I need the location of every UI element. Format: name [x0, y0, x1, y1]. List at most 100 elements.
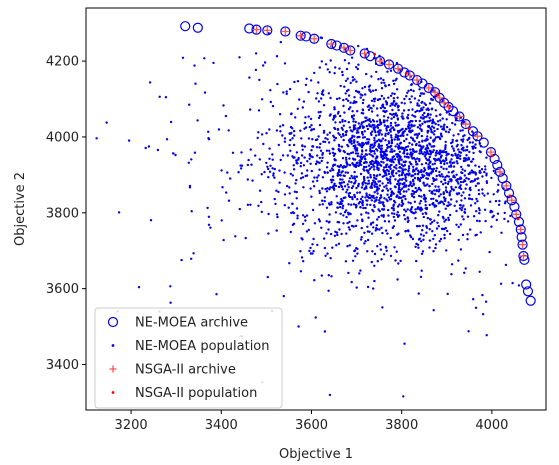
ne-moea-population-point — [289, 149, 292, 152]
ne-moea-population-point — [367, 108, 371, 112]
ne-moea-population-point — [377, 133, 381, 136]
ne-moea-population-point — [483, 208, 487, 211]
ne-moea-population-point — [279, 125, 282, 128]
ne-moea-population-point — [433, 193, 437, 196]
ne-moea-population-point — [434, 243, 438, 246]
ne-moea-population-point — [443, 162, 446, 166]
ne-moea-population-point — [457, 156, 460, 159]
ne-moea-population-point — [452, 170, 455, 173]
ne-moea-population-point — [464, 267, 467, 270]
ne-moea-archive-point — [447, 106, 459, 117]
ne-moea-population-point — [414, 245, 417, 248]
ne-moea-population-point — [376, 245, 379, 248]
ne-moea-population-point — [293, 134, 296, 137]
ne-moea-population-point — [369, 175, 372, 179]
ne-moea-population-point — [395, 164, 398, 167]
ne-moea-population-point — [326, 68, 329, 71]
ne-moea-population-point — [350, 280, 353, 284]
ne-moea-population-point — [338, 121, 342, 124]
ne-moea-population-point — [374, 159, 378, 163]
ne-moea-population-point — [396, 233, 399, 236]
ne-moea-population-point — [329, 232, 333, 236]
ne-moea-population-point — [477, 189, 480, 192]
ne-moea-population-point — [317, 174, 320, 177]
ne-moea-population-point — [257, 131, 260, 134]
ne-moea-population-point — [320, 60, 323, 63]
ne-moea-population-point — [193, 64, 196, 67]
ne-moea-population-point — [438, 188, 441, 191]
ne-moea-population-point — [435, 114, 438, 118]
ne-moea-population-point — [358, 200, 362, 204]
ne-moea-population-point — [332, 116, 336, 120]
ne-moea-population-point — [127, 139, 131, 142]
ne-moea-population-point — [406, 153, 409, 156]
ne-moea-population-point — [425, 171, 428, 175]
nsga-ii-archive-point — [517, 225, 525, 233]
ne-moea-population-point — [247, 158, 250, 162]
nsga-ii-archive-point — [440, 99, 448, 107]
ne-moea-population-point — [376, 192, 379, 195]
ne-moea-population-point — [404, 229, 407, 233]
ne-moea-population-point — [420, 240, 423, 243]
ne-moea-population-point — [503, 217, 506, 221]
ne-moea-population-point — [424, 200, 427, 203]
ne-moea-population-point — [440, 150, 444, 154]
ne-moea-population-point — [383, 197, 386, 200]
ne-moea-population-point — [396, 134, 399, 138]
ne-moea-population-point — [457, 182, 460, 185]
ne-moea-population-point — [347, 107, 351, 111]
ne-moea-population-point — [426, 107, 430, 110]
ne-moea-population-point — [301, 176, 305, 179]
ne-moea-population-point — [329, 178, 333, 182]
nsga-ii-archive-point — [436, 94, 444, 102]
ne-moea-population-point — [351, 110, 354, 113]
ne-moea-population-point — [337, 143, 341, 147]
ne-moea-population-point — [434, 159, 437, 162]
ne-moea-population-point — [350, 196, 354, 199]
ne-moea-population-point — [326, 133, 329, 136]
ne-moea-population-point — [468, 150, 471, 154]
ne-moea-population-point — [350, 174, 353, 178]
ne-moea-population-point — [320, 226, 323, 229]
ne-moea-population-point — [375, 196, 378, 199]
ne-moea-population-point — [282, 91, 285, 94]
ne-moea-population-point — [281, 124, 285, 127]
ne-moea-population-point — [461, 206, 464, 209]
nsga-ii-population-point — [436, 93, 440, 97]
ne-moea-population-point — [462, 204, 465, 207]
ne-moea-population-point — [345, 67, 349, 71]
ne-moea-population-point — [469, 204, 473, 207]
ne-moea-population-point — [414, 110, 417, 114]
ne-moea-population-point — [395, 213, 399, 216]
ne-moea-population-point — [445, 167, 448, 171]
x-tick-label: 3800 — [385, 418, 418, 433]
ne-moea-population-point — [406, 133, 409, 136]
ne-moea-population-point — [463, 210, 466, 214]
ne-moea-population-point — [288, 186, 291, 189]
ne-moea-population-point — [449, 203, 452, 206]
ne-moea-population-point — [348, 244, 351, 247]
ne-moea-population-point — [382, 161, 385, 164]
ne-moea-population-point — [476, 177, 480, 180]
ne-moea-population-point — [391, 102, 394, 105]
ne-moea-population-point — [303, 156, 306, 159]
ne-moea-population-point — [420, 252, 424, 255]
ne-moea-population-point — [366, 182, 369, 185]
ne-moea-population-point — [474, 306, 478, 309]
ne-moea-population-point — [338, 114, 342, 118]
ne-moea-population-point — [423, 151, 426, 154]
ne-moea-population-point — [269, 164, 272, 167]
ne-moea-population-point — [461, 233, 465, 237]
ne-moea-population-point — [396, 143, 399, 146]
ne-moea-population-point — [359, 160, 363, 163]
ne-moea-population-point — [402, 117, 405, 120]
ne-moea-population-point — [291, 155, 294, 158]
ne-moea-population-point — [433, 219, 436, 222]
ne-moea-population-point — [373, 176, 376, 179]
ne-moea-population-point — [455, 145, 458, 148]
ne-moea-population-point — [350, 203, 353, 206]
ne-moea-population-point — [305, 230, 309, 233]
ne-moea-population-point — [331, 175, 335, 178]
ne-moea-population-point — [445, 158, 448, 162]
ne-moea-population-point — [355, 186, 358, 190]
